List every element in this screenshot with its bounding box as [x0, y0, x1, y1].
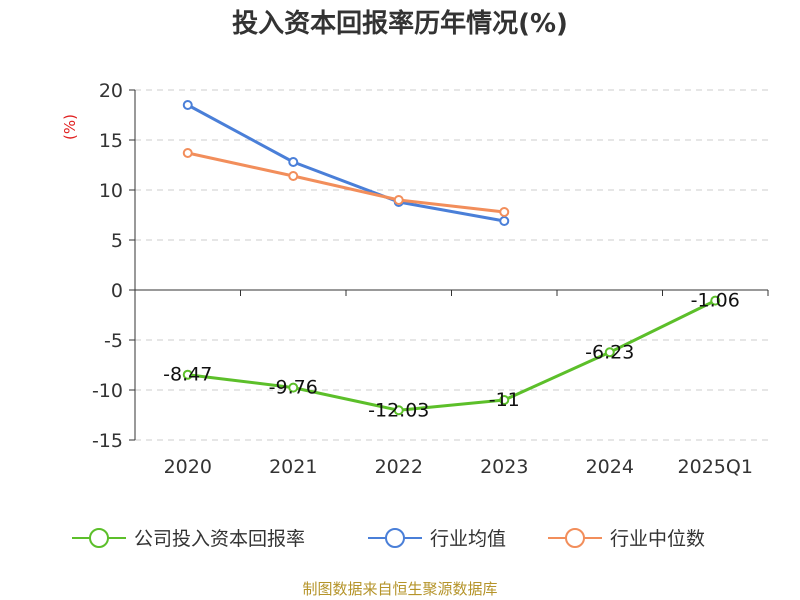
- data-point[interactable]: [499, 395, 510, 405]
- x-tick-label: 2020: [164, 456, 212, 478]
- legend-item-0[interactable]: 公司投入资本回报率: [72, 528, 305, 550]
- x-tick-label: 2022: [375, 456, 423, 478]
- legend-label: 公司投入资本回报率: [134, 528, 305, 550]
- x-tick-label: 2024: [586, 456, 634, 478]
- legend-item-1[interactable]: 行业均值: [368, 528, 506, 550]
- data-label: -8.47: [163, 364, 212, 386]
- series-line-2: [187, 151, 505, 214]
- data-point[interactable]: [288, 157, 299, 167]
- y-tick-label: 15: [99, 130, 123, 152]
- axis-layer: 20 15 10 5 0 -5 -10 -15 2020 2021 2022 2023 2024 2025…: [92, 80, 769, 478]
- chart-title: 投入资本回报率历年情况(%): [232, 8, 568, 39]
- grid-layer: [135, 89, 768, 441]
- y-tick-label: 10: [99, 180, 123, 202]
- data-point[interactable]: [393, 405, 404, 416]
- legend-marker: [565, 528, 585, 548]
- data-point[interactable]: [710, 295, 721, 306]
- data-point[interactable]: [182, 100, 193, 110]
- x-tick-label: 2025Q1: [678, 456, 753, 478]
- data-point[interactable]: [604, 347, 615, 358]
- data-point[interactable]: [182, 148, 193, 158]
- series-line-0: [187, 299, 716, 412]
- legend-marker: [89, 528, 109, 548]
- data-source-note: 制图数据来自恒生聚源数据库: [302, 580, 497, 598]
- series-line-1: [187, 103, 505, 223]
- y-tick-label: 5: [111, 230, 123, 252]
- y-tick-label: -10: [92, 380, 123, 402]
- data-label: -1.06: [691, 290, 740, 312]
- data-label: -12.03: [368, 399, 429, 421]
- data-label: -9.76: [269, 377, 318, 399]
- data-point[interactable]: [288, 171, 299, 181]
- data-point[interactable]: [393, 195, 404, 205]
- legend-marker: [385, 528, 405, 548]
- x-tick-label: 2023: [480, 456, 528, 478]
- y-tick-label: -5: [104, 330, 123, 352]
- data-point[interactable]: [499, 207, 510, 217]
- y-tick-label: 0: [111, 280, 123, 302]
- series-layer: [182, 100, 721, 416]
- y-tick-label: 20: [99, 80, 123, 102]
- legend-label: 行业均值: [430, 528, 506, 550]
- legend-label: 行业中位数: [610, 528, 705, 550]
- legend: 公司投入资本回报率 行业均值 行业中位数: [72, 528, 705, 550]
- legend-item-2[interactable]: 行业中位数: [548, 528, 705, 550]
- data-point[interactable]: [182, 369, 193, 380]
- x-tick-label: 2021: [269, 456, 317, 478]
- y-axis-label: (%): [61, 114, 79, 140]
- data-label-layer: -8.47 -9.76 -12.03 -11 -6.23 -1.06: [163, 290, 740, 422]
- data-point[interactable]: [499, 216, 510, 226]
- y-tick-label: -15: [92, 430, 123, 452]
- data-point[interactable]: [288, 382, 299, 393]
- data-label: -11: [489, 389, 520, 411]
- data-label: -6.23: [585, 341, 634, 363]
